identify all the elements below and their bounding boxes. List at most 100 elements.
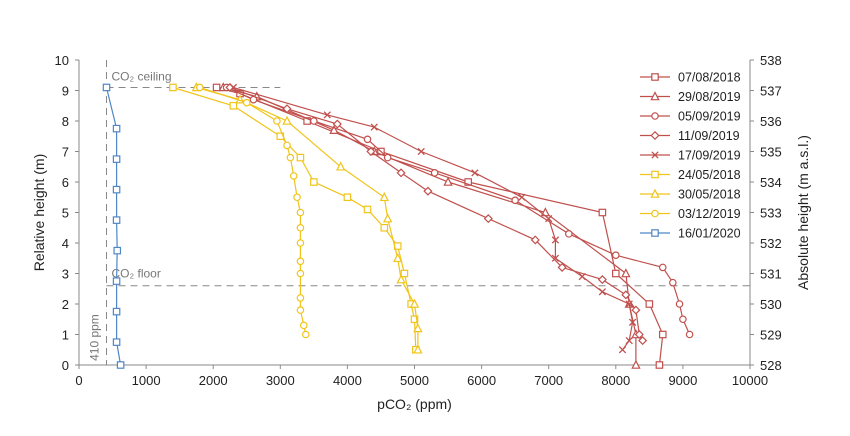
ceiling-label: CO₂ ceiling [112, 69, 172, 83]
y-left-tick-label: 4 [62, 236, 69, 251]
data-point [578, 272, 586, 281]
legend-label: 30/05/2018 [678, 188, 741, 202]
data-point [296, 239, 305, 247]
data-point [242, 98, 251, 107]
series-29-08-2019 [218, 82, 641, 369]
data-point [323, 111, 331, 119]
x-marker-stroke [323, 111, 331, 119]
x-marker-stroke [471, 169, 479, 177]
y-right-tick-label: 534 [760, 175, 782, 190]
series-16-01-2020 [102, 83, 125, 369]
data-point [229, 83, 237, 92]
data-point [343, 193, 352, 202]
y-left-tick-label: 3 [62, 267, 69, 282]
data-point [551, 254, 560, 262]
legend-item: 30/05/2018 [640, 188, 741, 202]
series-line [196, 86, 419, 350]
y-right-tick-label: 536 [760, 114, 782, 129]
data-point [618, 346, 627, 354]
data-point [638, 336, 648, 346]
data-point [336, 161, 346, 171]
data-point [631, 359, 641, 369]
data-point [113, 246, 122, 255]
data-point [112, 185, 121, 194]
data-point [282, 104, 292, 114]
y-left-tick-label: 10 [55, 53, 69, 68]
data-point [366, 146, 376, 157]
series-03-12-2019 [195, 83, 310, 339]
legend-label: 16/01/2020 [678, 227, 741, 241]
legend-marker [651, 209, 659, 218]
legend-item: 07/08/2018 [640, 71, 741, 85]
x-tick-label: 4000 [333, 373, 362, 388]
data-point [310, 117, 318, 125]
data-point [565, 230, 573, 238]
x-tick-label: 7000 [534, 373, 563, 388]
legend-label: 24/05/2018 [678, 168, 741, 182]
data-point [443, 176, 453, 186]
data-point [301, 330, 310, 339]
data-point [413, 323, 423, 333]
data-point [400, 269, 409, 278]
data-point [332, 119, 342, 129]
data-point [658, 330, 667, 339]
data-point [102, 83, 111, 92]
data-point [112, 124, 121, 133]
y-left-axis-title: Relative height (m) [31, 154, 47, 272]
x-tick-label: 9000 [668, 373, 697, 388]
data-point [423, 186, 433, 196]
y-left-tick-label: 1 [62, 328, 69, 343]
x-marker-stroke [370, 123, 378, 131]
y-right-tick-label: 535 [760, 145, 782, 160]
data-point [621, 290, 631, 300]
data-point [112, 155, 121, 163]
series-line [216, 86, 664, 366]
legend-item: 29/08/2019 [640, 90, 741, 104]
x-tick-label: 2000 [199, 373, 228, 388]
data-point [383, 153, 392, 162]
legend-label: 05/09/2019 [678, 110, 741, 124]
data-point [195, 83, 204, 92]
legend-item: 05/09/2019 [640, 110, 741, 124]
data-point [597, 275, 607, 285]
data-point [273, 117, 281, 125]
data-point [621, 268, 631, 278]
data-point [679, 315, 687, 324]
legend-item: 17/09/2019 [640, 149, 741, 163]
x-tick-label: 10000 [732, 373, 768, 388]
data-point [471, 169, 479, 177]
data-point [112, 216, 121, 224]
legend-label: 11/09/2019 [678, 129, 740, 143]
data-point [296, 223, 305, 232]
data-point [212, 83, 221, 92]
data-point [296, 257, 305, 266]
data-point [169, 83, 177, 92]
data-point [634, 329, 644, 340]
legend: 07/08/2018 29/08/2019 05/09/2019 11/09/2019… [640, 71, 741, 241]
data-point [393, 252, 403, 263]
data-point [112, 338, 121, 346]
data-point [289, 172, 298, 180]
data-point [658, 263, 667, 272]
y-left-tick-label: 5 [62, 206, 69, 221]
data-point [296, 269, 305, 278]
data-point [296, 294, 305, 302]
data-point [669, 278, 677, 287]
data-point [396, 274, 406, 284]
y-left-tick-label: 9 [62, 84, 69, 99]
data-point [557, 262, 567, 272]
data-point [299, 321, 308, 330]
data-point [370, 123, 378, 131]
series-05-09-2019 [222, 83, 694, 339]
x-tick-label: 6000 [467, 373, 496, 388]
x-tick-label: 8000 [601, 373, 630, 388]
legend-marker [651, 170, 659, 179]
data-point [464, 178, 472, 186]
data-point [296, 153, 305, 162]
atm-label: 410 ppm [88, 314, 102, 361]
x-tick-label: 5000 [400, 373, 429, 388]
x-axis-title: pCO₂ (ppm) [377, 396, 452, 412]
legend-item: 11/09/2019 [640, 129, 740, 143]
